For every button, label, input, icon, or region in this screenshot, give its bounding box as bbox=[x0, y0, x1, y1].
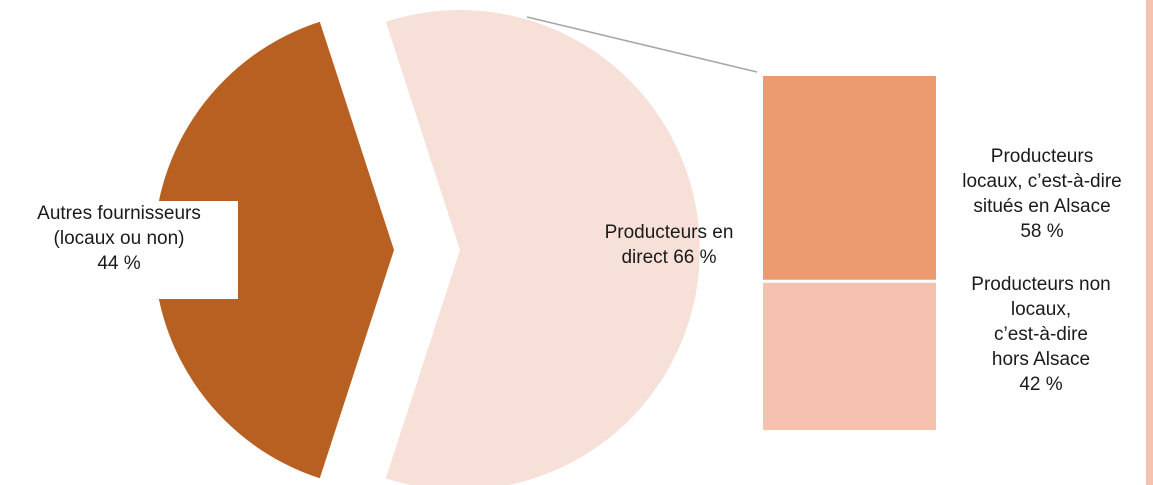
label-line: direct 66 % bbox=[621, 247, 717, 268]
label-line: Producteurs non bbox=[971, 274, 1111, 295]
bar-label-producteurs-locaux: Producteurs locaux, c’est-à-dire situés … bbox=[942, 144, 1142, 244]
label-value: 58 % bbox=[1020, 221, 1064, 242]
label-line: (locaux ou non) bbox=[53, 228, 185, 249]
label-line: situés en Alsace bbox=[973, 196, 1111, 217]
slice-label-producteurs-direct: Producteurs en direct 66 % bbox=[572, 220, 766, 270]
pie-slice-autres-fournisseurs bbox=[153, 21, 394, 479]
bar-segment-producteurs-locaux bbox=[763, 76, 936, 282]
label-line: Producteurs bbox=[990, 146, 1094, 167]
bar-segment-producteurs-non-locaux bbox=[763, 281, 936, 430]
pie-slice-producteurs-direct bbox=[385, 10, 700, 485]
label-line: locaux, c’est-à-dire bbox=[962, 171, 1122, 192]
bar-label-producteurs-non-locaux: Producteurs non locaux, c’est-à-dire hor… bbox=[940, 272, 1142, 397]
label-line: c’est-à-dire bbox=[994, 324, 1088, 345]
connector-line bbox=[526, 16, 758, 73]
frame-right-border bbox=[1146, 0, 1153, 485]
label-value: 44 % bbox=[97, 253, 141, 274]
label-line: Autres fournisseurs bbox=[37, 203, 201, 224]
slice-label-autres-fournisseurs: Autres fournisseurs (locaux ou non) 44 % bbox=[0, 201, 238, 299]
label-value: 42 % bbox=[1019, 374, 1063, 395]
label-line: locaux, bbox=[1010, 299, 1072, 320]
label-line: Producteurs en bbox=[604, 222, 734, 243]
label-line: hors Alsace bbox=[991, 349, 1091, 370]
